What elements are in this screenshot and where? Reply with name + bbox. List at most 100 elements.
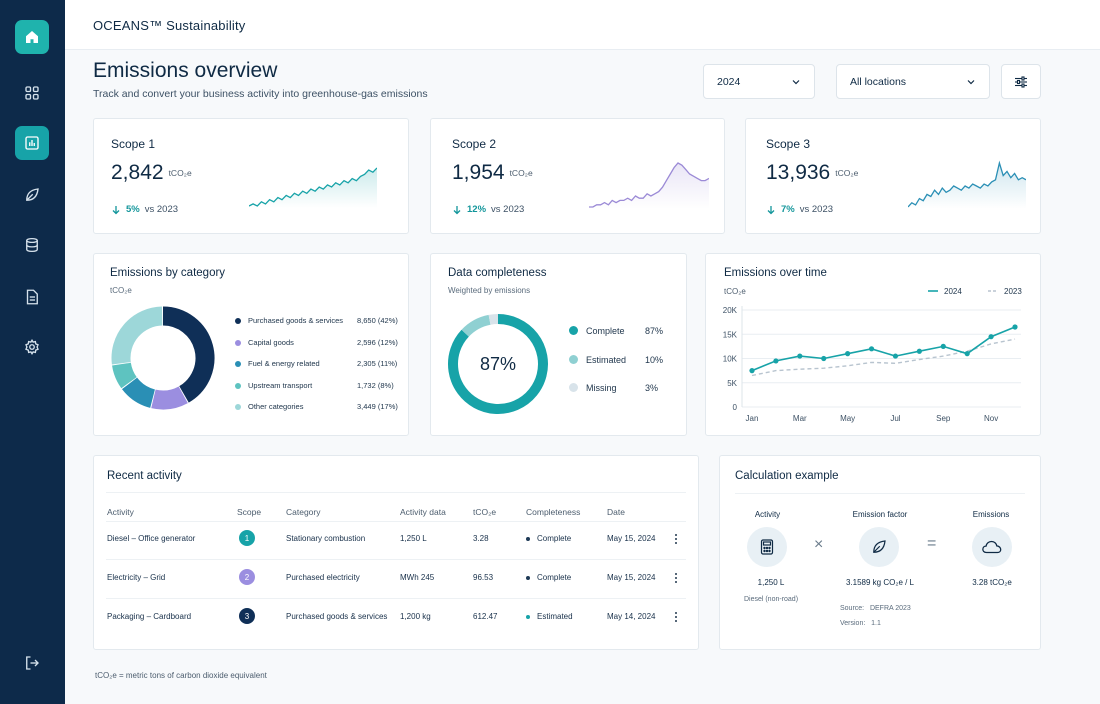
cell-completeness: Complete: [537, 573, 572, 582]
completeness-donut-chart: [448, 314, 548, 414]
year-select[interactable]: 2024: [703, 64, 815, 99]
footnote: tCO₂e = metric tons of carbon dioxide eq…: [95, 671, 267, 680]
x-tick-label: May: [840, 414, 855, 423]
nav-data-button[interactable]: [15, 228, 49, 262]
calc-emissions-value: 3.28 tCO₂e: [972, 578, 1012, 587]
data-point[interactable]: [797, 353, 803, 359]
legend-dot: [235, 318, 241, 324]
scope-3-delta: 7% vs 2023: [766, 204, 833, 215]
cell-tco2e: 96.53: [473, 573, 494, 582]
cell-activity: Diesel – Office generator: [107, 534, 196, 543]
category-unit: tCO₂e: [110, 286, 132, 295]
completeness-subtitle: Weighted by emissions: [448, 286, 531, 295]
col-activity-data: Activity data: [400, 507, 446, 517]
donut-slice-2[interactable]: [488, 314, 499, 325]
col-tco2e: tCO₂e: [473, 507, 497, 517]
donut-slice-0[interactable]: [448, 314, 548, 414]
sparkline-area: [249, 168, 377, 208]
table-row[interactable]: Diesel – Office generator 1 Stationary com…: [94, 520, 700, 559]
sparkline-line: [249, 167, 377, 207]
logout-icon: [26, 656, 39, 670]
data-point[interactable]: [1012, 324, 1018, 330]
nav-home-button[interactable]: [15, 20, 49, 54]
document-icon: [26, 289, 38, 305]
calc-activity-label: Activity: [754, 510, 781, 519]
cell-date: May 14, 2024: [607, 612, 656, 621]
cell-category: Stationary combustion: [286, 534, 366, 543]
nav-settings-button[interactable]: [15, 330, 49, 364]
more-options-icon[interactable]: [673, 571, 679, 585]
data-point[interactable]: [773, 358, 779, 364]
location-select[interactable]: All locations: [836, 64, 990, 99]
legend-dot: [569, 354, 578, 364]
donut-slice-3[interactable]: [112, 362, 138, 389]
gear-icon: [25, 338, 39, 356]
divider: [106, 492, 686, 493]
arrow-down-icon: [112, 205, 120, 214]
legend-dot: [235, 339, 241, 346]
table-row[interactable]: Electricity – Grid 2 Purchased electricity…: [94, 559, 700, 598]
data-point[interactable]: [821, 355, 827, 362]
category-card: Emissions by category tCO₂e Purchased go…: [93, 253, 409, 436]
cell-date: May 15, 2024: [607, 573, 656, 582]
table-row[interactable]: Packaging – Cardboard 3 Purchased goods & …: [94, 598, 700, 637]
category-donut-chart: [111, 306, 215, 410]
nav-sustainability-button[interactable]: [15, 178, 49, 212]
legend-label: Capital goods: [248, 337, 294, 347]
scope-2-card[interactable]: Scope 2 1,954 tCO₂e 12% vs 2023: [430, 118, 725, 234]
nav-reports-button[interactable]: [15, 280, 49, 314]
sidebar: [0, 0, 65, 704]
calculator-icon: [760, 539, 774, 555]
filter-button[interactable]: [1001, 64, 1041, 99]
cell-completeness: Estimated: [537, 612, 573, 621]
scope-3-label: Scope 3: [766, 137, 811, 151]
cell-activity-data: MWh 245: [400, 573, 435, 582]
calc-activity-note: Diesel (non-road): [743, 596, 799, 603]
cell-activity: Packaging – Cardboard: [107, 612, 192, 621]
legend-label: Other categories: [248, 402, 304, 411]
page-subtitle: Track and convert your business activity…: [93, 88, 428, 100]
donut-slice-4[interactable]: [111, 306, 163, 365]
scope-1-card[interactable]: Scope 1 2,842 tCO₂e 5% vs 2023: [93, 118, 409, 234]
data-point[interactable]: [892, 353, 899, 359]
legend-label: Missing: [586, 383, 617, 393]
legend-label: Upstream transport: [248, 380, 313, 390]
chevron-down-icon: [792, 79, 800, 84]
donut-slice-1[interactable]: [151, 386, 188, 410]
more-options-icon[interactable]: [673, 532, 679, 546]
legend-dot: [235, 361, 241, 367]
data-point[interactable]: [988, 334, 994, 340]
data-point[interactable]: [916, 348, 922, 354]
data-point[interactable]: [749, 368, 755, 374]
calc-emissions-circle: [972, 527, 1012, 567]
cell-tco2e: 612.47: [473, 612, 498, 621]
arrow-down-icon: [767, 205, 775, 214]
leaf-icon: [873, 540, 886, 553]
scope-3-card[interactable]: Scope 3 13,936 tCO₂e 7% vs 2023: [745, 118, 1041, 234]
emissions-over-time-card: Emissions over time tCO₂e 0 5K 10K 15K 20K Jan M…: [705, 253, 1041, 436]
legend-dot: [569, 383, 578, 392]
data-point[interactable]: [868, 346, 875, 352]
donut-slice-0[interactable]: [162, 306, 215, 403]
more-options-icon[interactable]: [673, 610, 679, 624]
nav-dashboard-button[interactable]: [15, 76, 49, 110]
nav-analytics-button[interactable]: [15, 126, 49, 160]
scope-2-label: Scope 2: [452, 137, 497, 151]
data-point[interactable]: [964, 351, 970, 357]
donut-slice-1[interactable]: [461, 314, 491, 337]
scope-badge: 2: [239, 569, 255, 585]
legend-value: 10%: [645, 354, 664, 365]
database-icon: [26, 237, 38, 253]
legend-value: 2,596 (12%): [357, 337, 398, 347]
data-point[interactable]: [845, 351, 851, 357]
calc-factor-label: Emission factor: [852, 510, 908, 519]
nav-logout-button[interactable]: [15, 646, 49, 680]
legend-dot: [235, 404, 241, 410]
equals-symbol: =: [927, 535, 937, 552]
calc-activity-circle: [747, 527, 787, 567]
legend-label: 2023: [1004, 287, 1022, 296]
donut-slice-2[interactable]: [121, 377, 156, 408]
data-point[interactable]: [940, 343, 946, 349]
scope-3-sparkline: [908, 160, 1026, 209]
calculation-card: Calculation example Activity Emission fa…: [719, 455, 1041, 650]
